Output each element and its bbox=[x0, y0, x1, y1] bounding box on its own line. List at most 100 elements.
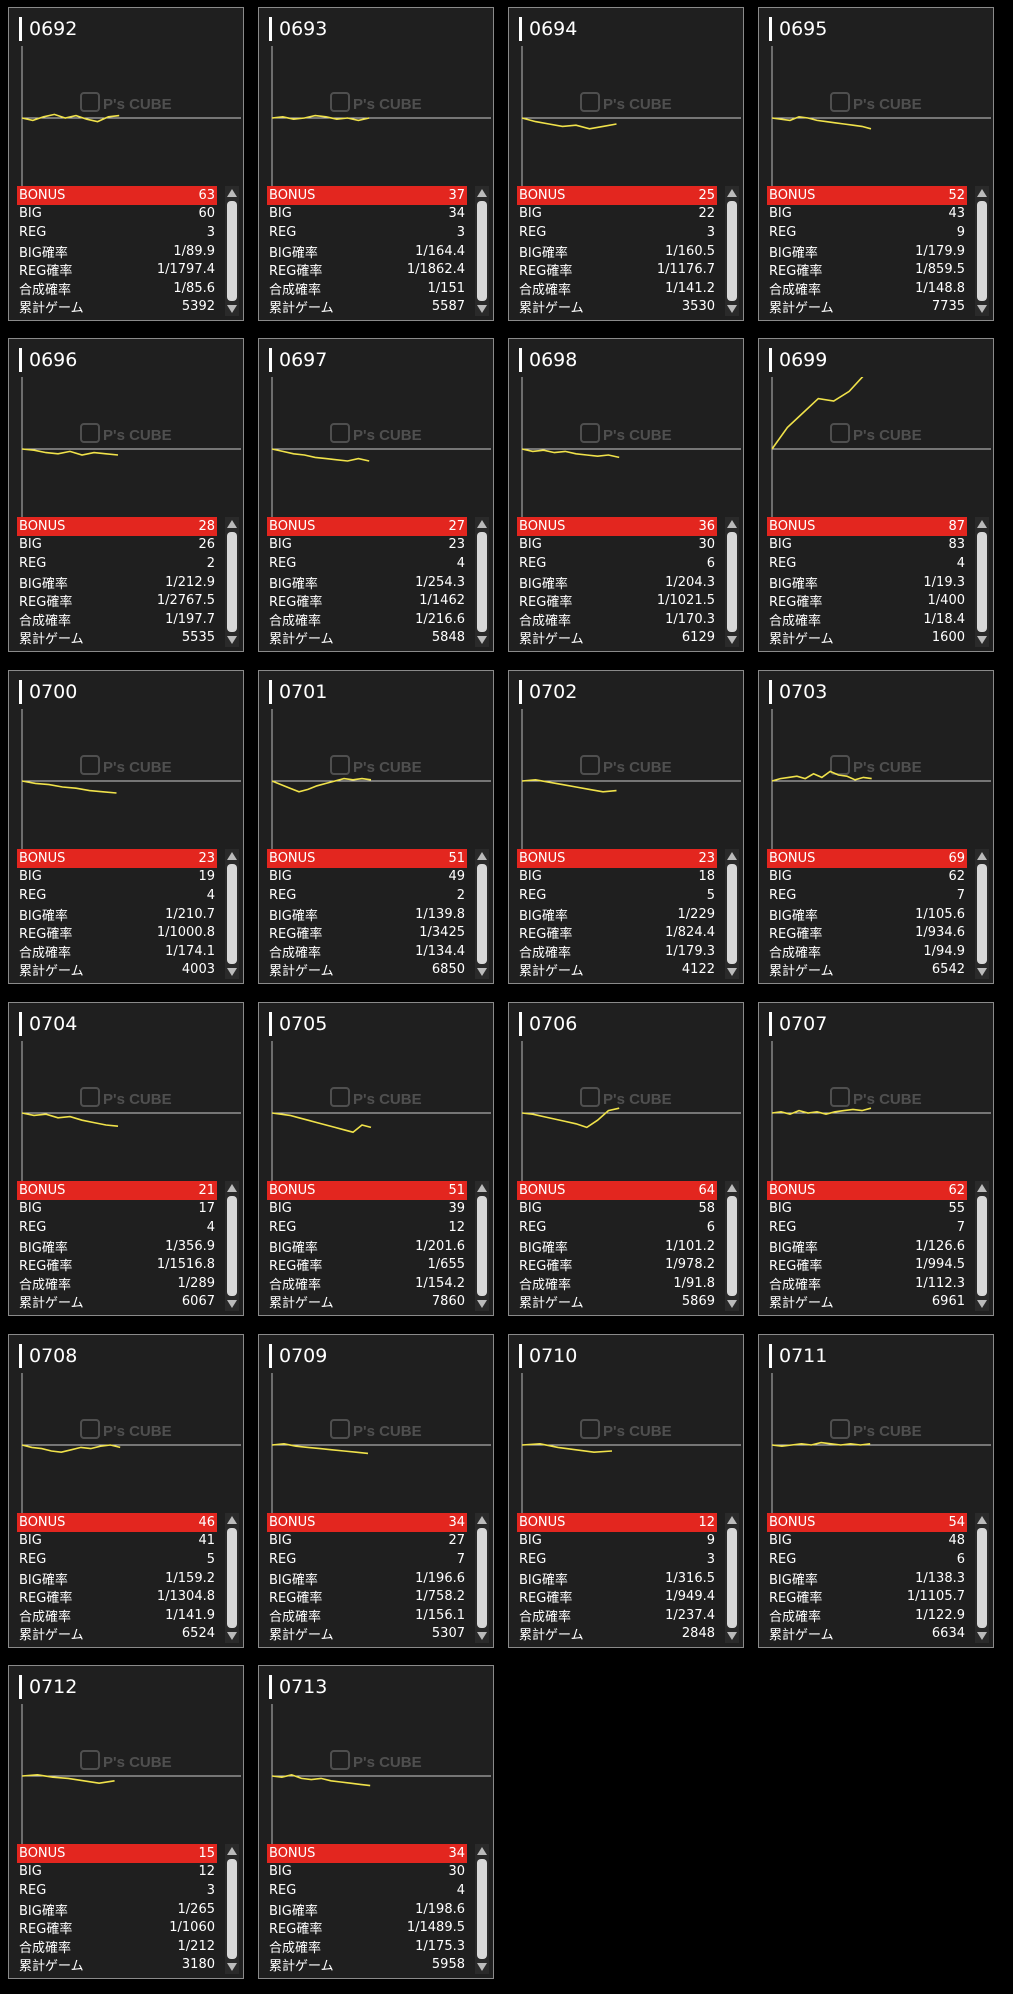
scroll-thumb[interactable] bbox=[227, 1196, 237, 1296]
scroll-thumb[interactable] bbox=[477, 1859, 487, 1959]
scroll-up-icon[interactable] bbox=[227, 520, 237, 528]
scroll-up-icon[interactable] bbox=[727, 520, 737, 528]
scroll-down-icon[interactable] bbox=[727, 1632, 737, 1640]
machine-card[interactable]: 0700 P's CUBE BONUS 23 BIG 19 REG 4 BIG確… bbox=[8, 670, 244, 984]
machine-card[interactable]: 0705 P's CUBE BONUS 51 BIG 39 REG 12 BIG… bbox=[258, 1002, 494, 1316]
scroll-down-icon[interactable] bbox=[227, 305, 237, 313]
scroll-up-icon[interactable] bbox=[477, 852, 487, 860]
scroll-up-icon[interactable] bbox=[977, 1184, 987, 1192]
scroll-up-icon[interactable] bbox=[227, 1516, 237, 1524]
scroll-down-icon[interactable] bbox=[477, 1632, 487, 1640]
machine-card[interactable]: 0702 P's CUBE BONUS 23 BIG 18 REG 5 BIG確… bbox=[508, 670, 744, 984]
scroll-down-icon[interactable] bbox=[227, 1963, 237, 1971]
scroll-down-icon[interactable] bbox=[977, 636, 987, 644]
stats-scrollbar[interactable] bbox=[975, 849, 989, 979]
scroll-up-icon[interactable] bbox=[477, 520, 487, 528]
stats-scrollbar[interactable] bbox=[225, 1181, 239, 1311]
machine-card[interactable]: 0712 P's CUBE BONUS 15 BIG 12 REG 3 BIG確… bbox=[8, 1665, 244, 1979]
scroll-thumb[interactable] bbox=[227, 864, 237, 964]
scroll-down-icon[interactable] bbox=[227, 968, 237, 976]
scroll-down-icon[interactable] bbox=[227, 1300, 237, 1308]
scroll-down-icon[interactable] bbox=[227, 1632, 237, 1640]
scroll-down-icon[interactable] bbox=[477, 1300, 487, 1308]
machine-card[interactable]: 0707 P's CUBE BONUS 62 BIG 55 REG 7 BIG確… bbox=[758, 1002, 994, 1316]
stats-scrollbar[interactable] bbox=[725, 1513, 739, 1643]
machine-card[interactable]: 0708 P's CUBE BONUS 46 BIG 41 REG 5 BIG確… bbox=[8, 1334, 244, 1648]
stats-scrollbar[interactable] bbox=[225, 849, 239, 979]
scroll-thumb[interactable] bbox=[977, 532, 987, 632]
stats-scrollbar[interactable] bbox=[475, 1181, 489, 1311]
scroll-down-icon[interactable] bbox=[727, 1300, 737, 1308]
scroll-down-icon[interactable] bbox=[477, 636, 487, 644]
scroll-down-icon[interactable] bbox=[727, 636, 737, 644]
stats-scrollbar[interactable] bbox=[725, 517, 739, 647]
scroll-thumb[interactable] bbox=[477, 1196, 487, 1296]
scroll-up-icon[interactable] bbox=[977, 852, 987, 860]
scroll-down-icon[interactable] bbox=[477, 968, 487, 976]
stats-scrollbar[interactable] bbox=[475, 1844, 489, 1974]
stats-scrollbar[interactable] bbox=[975, 1513, 989, 1643]
scroll-up-icon[interactable] bbox=[477, 189, 487, 197]
scroll-up-icon[interactable] bbox=[227, 852, 237, 860]
stats-scrollbar[interactable] bbox=[725, 186, 739, 316]
machine-card[interactable]: 0699 P's CUBE BONUS 87 BIG 83 REG 4 BIG確… bbox=[758, 338, 994, 652]
machine-card[interactable]: 0696 P's CUBE BONUS 28 BIG 26 REG 2 BIG確… bbox=[8, 338, 244, 652]
scroll-up-icon[interactable] bbox=[977, 189, 987, 197]
scroll-thumb[interactable] bbox=[977, 864, 987, 964]
scroll-thumb[interactable] bbox=[977, 201, 987, 301]
stats-scrollbar[interactable] bbox=[475, 849, 489, 979]
scroll-up-icon[interactable] bbox=[227, 1184, 237, 1192]
scroll-thumb[interactable] bbox=[977, 1196, 987, 1296]
scroll-thumb[interactable] bbox=[227, 1859, 237, 1959]
stats-scrollbar[interactable] bbox=[725, 1181, 739, 1311]
machine-card[interactable]: 0701 P's CUBE BONUS 51 BIG 49 REG 2 BIG確… bbox=[258, 670, 494, 984]
stats-scrollbar[interactable] bbox=[975, 517, 989, 647]
scroll-thumb[interactable] bbox=[727, 1528, 737, 1628]
stats-scrollbar[interactable] bbox=[225, 186, 239, 316]
scroll-up-icon[interactable] bbox=[227, 1847, 237, 1855]
scroll-thumb[interactable] bbox=[727, 201, 737, 301]
machine-card[interactable]: 0709 P's CUBE BONUS 34 BIG 27 REG 7 BIG確… bbox=[258, 1334, 494, 1648]
scroll-down-icon[interactable] bbox=[477, 305, 487, 313]
scroll-thumb[interactable] bbox=[477, 1528, 487, 1628]
scroll-thumb[interactable] bbox=[727, 532, 737, 632]
machine-card[interactable]: 0698 P's CUBE BONUS 36 BIG 30 REG 6 BIG確… bbox=[508, 338, 744, 652]
scroll-down-icon[interactable] bbox=[977, 305, 987, 313]
scroll-thumb[interactable] bbox=[727, 864, 737, 964]
stats-scrollbar[interactable] bbox=[475, 1513, 489, 1643]
scroll-down-icon[interactable] bbox=[977, 968, 987, 976]
scroll-up-icon[interactable] bbox=[727, 852, 737, 860]
scroll-thumb[interactable] bbox=[477, 532, 487, 632]
stats-scrollbar[interactable] bbox=[475, 517, 489, 647]
scroll-up-icon[interactable] bbox=[477, 1847, 487, 1855]
scroll-down-icon[interactable] bbox=[727, 968, 737, 976]
scroll-down-icon[interactable] bbox=[977, 1300, 987, 1308]
scroll-up-icon[interactable] bbox=[477, 1184, 487, 1192]
machine-card[interactable]: 0703 P's CUBE BONUS 69 BIG 62 REG 7 BIG確… bbox=[758, 670, 994, 984]
scroll-down-icon[interactable] bbox=[727, 305, 737, 313]
stats-scrollbar[interactable] bbox=[975, 1181, 989, 1311]
stats-scrollbar[interactable] bbox=[225, 1513, 239, 1643]
scroll-thumb[interactable] bbox=[477, 864, 487, 964]
scroll-up-icon[interactable] bbox=[977, 1516, 987, 1524]
scroll-thumb[interactable] bbox=[227, 532, 237, 632]
scroll-up-icon[interactable] bbox=[227, 189, 237, 197]
machine-card[interactable]: 0695 P's CUBE BONUS 52 BIG 43 REG 9 BIG確… bbox=[758, 7, 994, 321]
stats-scrollbar[interactable] bbox=[975, 186, 989, 316]
scroll-up-icon[interactable] bbox=[727, 189, 737, 197]
stats-scrollbar[interactable] bbox=[225, 1844, 239, 1974]
machine-card[interactable]: 0692 P's CUBE BONUS 63 BIG 60 REG 3 BIG確… bbox=[8, 7, 244, 321]
machine-card[interactable]: 0710 P's CUBE BONUS 12 BIG 9 REG 3 BIG確率… bbox=[508, 1334, 744, 1648]
scroll-up-icon[interactable] bbox=[977, 520, 987, 528]
scroll-up-icon[interactable] bbox=[477, 1516, 487, 1524]
machine-card[interactable]: 0706 P's CUBE BONUS 64 BIG 58 REG 6 BIG確… bbox=[508, 1002, 744, 1316]
scroll-up-icon[interactable] bbox=[727, 1516, 737, 1524]
stats-scrollbar[interactable] bbox=[475, 186, 489, 316]
machine-card[interactable]: 0711 P's CUBE BONUS 54 BIG 48 REG 6 BIG確… bbox=[758, 1334, 994, 1648]
scroll-thumb[interactable] bbox=[977, 1528, 987, 1628]
machine-card[interactable]: 0693 P's CUBE BONUS 37 BIG 34 REG 3 BIG確… bbox=[258, 7, 494, 321]
scroll-thumb[interactable] bbox=[227, 201, 237, 301]
machine-card[interactable]: 0713 P's CUBE BONUS 34 BIG 30 REG 4 BIG確… bbox=[258, 1665, 494, 1979]
machine-card[interactable]: 0694 P's CUBE BONUS 25 BIG 22 REG 3 BIG確… bbox=[508, 7, 744, 321]
scroll-up-icon[interactable] bbox=[727, 1184, 737, 1192]
